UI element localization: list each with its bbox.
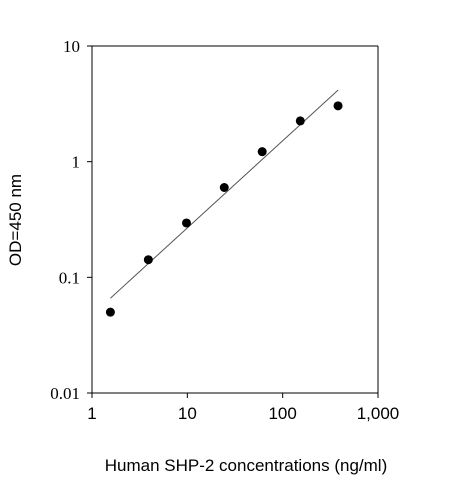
x-tick-label: 100 <box>268 404 296 423</box>
y-tick-label: 1 <box>72 153 81 172</box>
x-ticks: 1 10 100 1,000 <box>87 393 399 423</box>
data-point <box>333 101 343 111</box>
data-point <box>295 116 305 126</box>
y-tick-label: 0.01 <box>50 384 80 403</box>
data-point <box>181 218 191 228</box>
data-points <box>105 101 343 317</box>
y-axis-label: OD=450 nm <box>6 174 25 266</box>
x-tick-label: 10 <box>178 404 197 423</box>
data-point <box>143 255 153 265</box>
y-tick-label: 0.1 <box>59 268 80 287</box>
data-point <box>257 147 267 157</box>
y-ticks: 0.01 0.1 1 10 <box>50 37 92 403</box>
data-point <box>219 182 229 192</box>
data-point <box>105 307 115 317</box>
x-tick-label: 1,000 <box>357 404 400 423</box>
x-axis-label: Human SHP-2 concentrations (ng/ml) <box>105 456 388 475</box>
y-tick-label: 10 <box>63 37 80 56</box>
x-tick-label: 1 <box>87 404 96 423</box>
plot-frame <box>91 45 379 394</box>
